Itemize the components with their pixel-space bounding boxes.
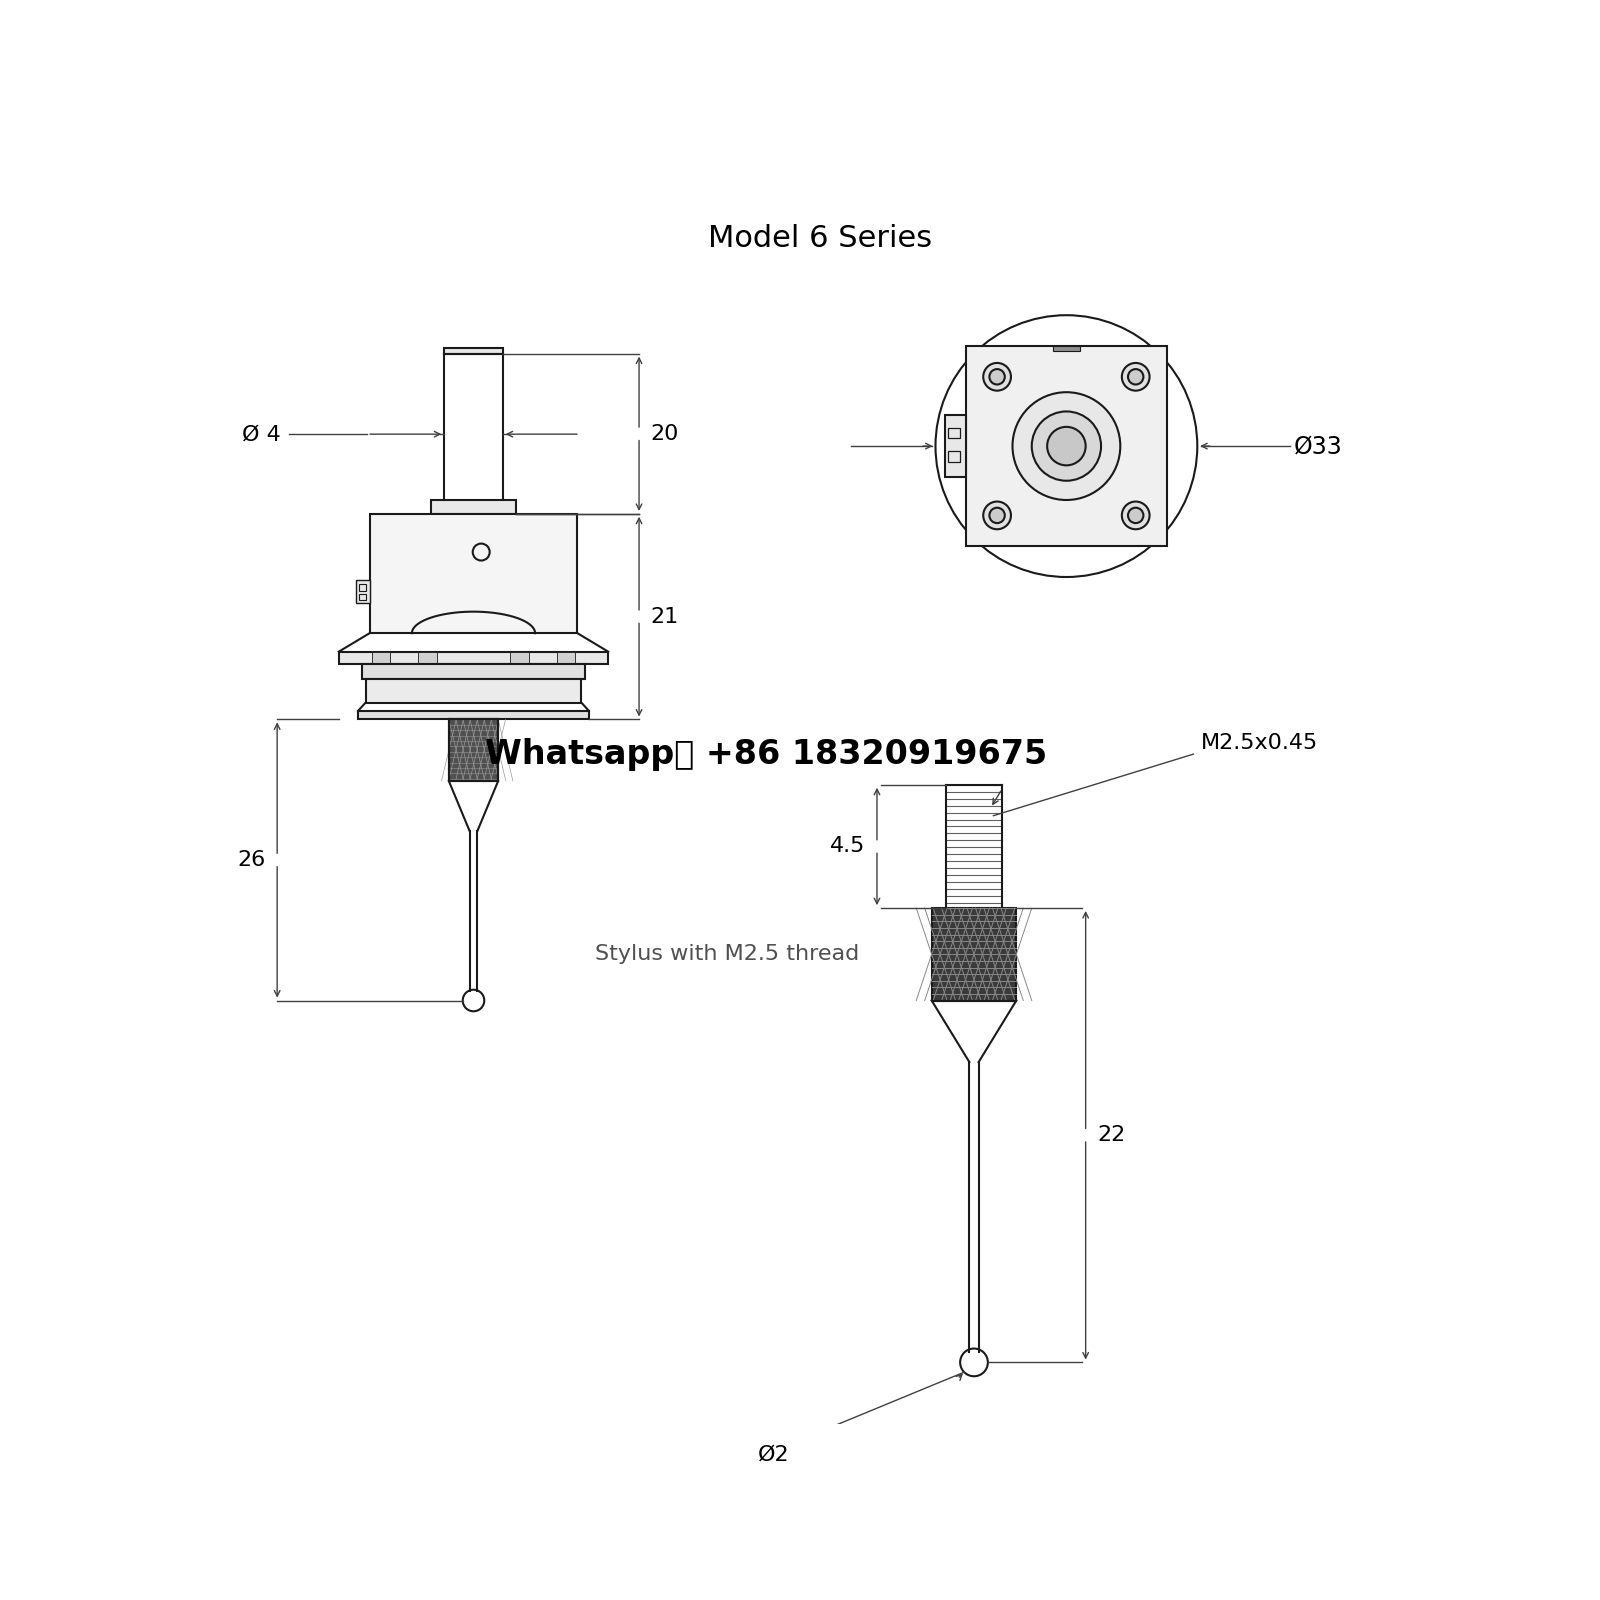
Bar <box>366 680 581 702</box>
Bar <box>358 584 366 590</box>
Bar <box>450 720 498 781</box>
Bar <box>931 909 1016 1000</box>
Bar <box>371 651 390 664</box>
Bar <box>358 594 366 600</box>
Circle shape <box>1128 370 1144 384</box>
Bar <box>445 347 502 354</box>
Bar <box>355 581 370 603</box>
Bar <box>1053 346 1080 350</box>
Text: 20: 20 <box>651 424 678 443</box>
Text: 4.5: 4.5 <box>830 837 866 856</box>
Text: M2.5x0.45: M2.5x0.45 <box>1202 733 1318 752</box>
Bar <box>510 651 530 664</box>
Circle shape <box>984 501 1011 530</box>
Bar <box>362 664 586 680</box>
Bar <box>947 451 960 461</box>
Text: 26: 26 <box>237 850 266 870</box>
Circle shape <box>989 507 1005 523</box>
Bar <box>944 416 966 477</box>
Bar <box>339 651 608 664</box>
Circle shape <box>984 363 1011 390</box>
Text: Ø33: Ø33 <box>1293 434 1342 458</box>
Text: 22: 22 <box>1098 1125 1125 1146</box>
Bar <box>947 427 960 438</box>
Bar <box>418 651 437 664</box>
Text: Stylus with M2.5 thread: Stylus with M2.5 thread <box>595 944 859 965</box>
Circle shape <box>1032 411 1101 480</box>
Circle shape <box>1128 507 1144 523</box>
Text: Ø 4: Ø 4 <box>242 424 282 445</box>
Circle shape <box>1046 427 1086 466</box>
Bar <box>370 514 578 634</box>
Text: 21: 21 <box>651 606 678 627</box>
Bar <box>430 501 515 514</box>
Text: Model 6 Series: Model 6 Series <box>707 224 933 253</box>
Text: Ø2: Ø2 <box>758 1445 790 1466</box>
Circle shape <box>1013 392 1120 501</box>
Circle shape <box>989 370 1005 384</box>
Circle shape <box>1122 501 1149 530</box>
Bar <box>966 346 1166 546</box>
Bar <box>557 651 574 664</box>
Bar <box>358 710 589 720</box>
Circle shape <box>1122 363 1149 390</box>
Text: Whatsapp： +86 18320919675: Whatsapp： +86 18320919675 <box>485 738 1048 771</box>
